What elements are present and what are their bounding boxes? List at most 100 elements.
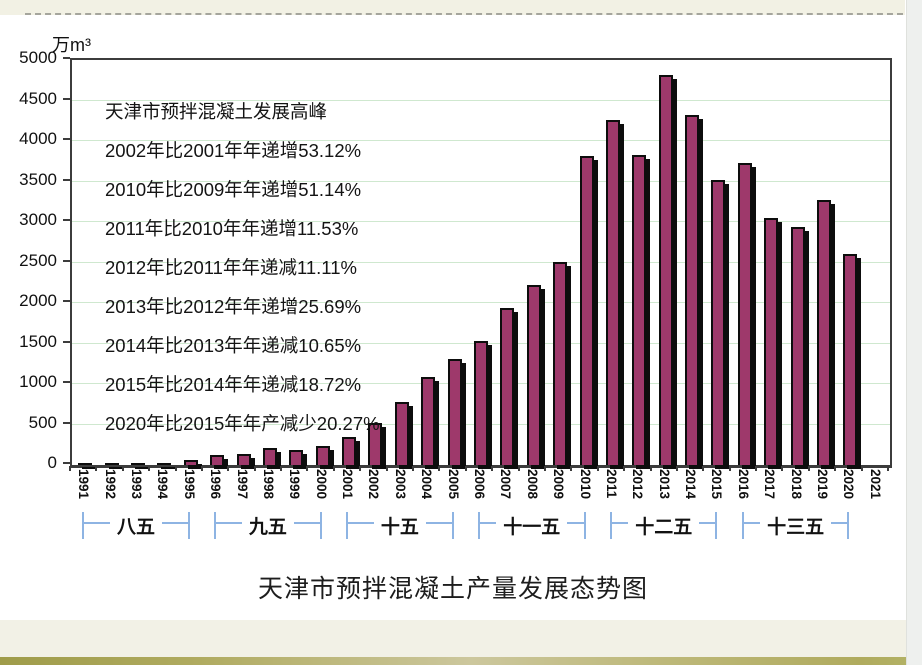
bar-1998 [262,448,277,465]
bracket-tick-right [451,512,454,539]
x-tickmark [174,466,177,471]
x-tickmark [464,466,467,471]
y-tickmark-1500 [63,340,70,343]
x-tickmark [438,466,441,471]
x-tickmark [860,466,863,471]
x-tickmark [623,466,626,471]
x-tickmark [675,466,678,471]
y-tickmark-500 [63,421,70,424]
bar-2014 [685,115,700,465]
y-ticklabel-3500: 3500 [19,169,57,189]
gridline-4000 [72,140,890,141]
period-bracket-十五: 十五 [346,512,454,539]
bar-2000 [315,445,330,465]
bracket-tick-left [214,512,217,539]
period-bracket-九五: 九五 [214,512,322,539]
annotation-line: 2011年比2010年年递增11.53% [105,218,359,239]
x-tickmark [69,466,71,471]
y-tickmark-1000 [63,381,70,383]
x-tickmark [728,466,731,471]
x-tickmark [517,466,520,471]
x-ticklabel-2000: 2000 [313,469,329,500]
x-tickmark [253,466,256,471]
x-tickmark [280,466,283,471]
bracket-line [611,522,629,524]
x-ticklabel-1995: 1995 [181,469,197,500]
bar-1994 [157,462,172,465]
x-ticklabel-2013: 2013 [656,469,672,500]
bracket-line [348,522,374,524]
bracket-line [216,522,242,524]
bracket-line [567,522,584,524]
x-ticklabel-2007: 2007 [498,469,514,500]
annotation-line: 2013年比2012年年递增25.69% [105,296,362,317]
bar-2006 [474,341,488,465]
x-tickmark [200,466,203,471]
bar-1992 [104,463,119,465]
x-tickmark [543,466,546,471]
x-ticklabel-2021: 2021 [867,469,883,500]
dotted-divider [25,13,903,15]
x-ticklabel-2015: 2015 [709,469,725,500]
slide-right-edge [906,0,922,665]
x-tickmark [306,466,309,471]
bar-2008 [526,285,541,465]
x-tickmark [412,466,415,471]
y-tickmark-2500 [63,259,70,262]
period-label: 十二五 [635,517,693,538]
bar-2004 [421,376,436,465]
period-bracket-十一五: 十一五 [478,512,586,539]
bar-1999 [289,450,304,465]
bracket-line [425,522,452,524]
period-label: 十五 [380,517,419,538]
bar-1995 [183,460,198,465]
y-ticklabel-2500: 2500 [19,250,57,270]
slide-bottom-band [0,620,906,657]
bracket-tick-right [715,512,718,539]
x-ticklabel-2008: 2008 [524,469,540,500]
bracket-line [831,522,848,524]
x-ticklabel-2002: 2002 [366,469,382,500]
x-ticklabel-1991: 1991 [76,469,92,500]
bar-1993 [130,463,145,465]
x-ticklabel-2005: 2005 [445,469,461,500]
bar-2002 [368,422,383,465]
x-tickmark [227,466,230,471]
x-ticklabel-2006: 2006 [472,469,487,500]
x-ticklabel-2019: 2019 [815,469,831,500]
gridline-3500 [72,180,890,182]
gridline-2000 [72,302,890,303]
x-tickmark [649,466,652,471]
x-ticklabel-1992: 1992 [102,469,118,500]
x-ticklabel-1996: 1996 [208,469,224,500]
y-ticklabel-3000: 3000 [19,210,57,229]
x-tickmark [755,466,758,471]
period-bracket-十三五: 十三五 [741,512,850,539]
period-label: 八五 [116,517,155,538]
bar-2019 [817,200,832,465]
annotation-block: 天津市预拌混凝土发展高峰 2002年比2001年年递增53.12% 2010年比20… [105,92,380,443]
y-ticklabel-500: 500 [28,412,57,432]
x-tickmark [834,466,837,471]
bar-2010 [579,155,594,465]
annotation-line: 2010年比2009年年递增51.14% [105,179,362,200]
x-ticklabel-2017: 2017 [762,469,778,500]
annotation-line: 2014年比2013年年递减10.65% [105,335,362,356]
chart-title: 天津市预拌混凝土产量发展态势图 [257,576,648,603]
annotation-line: 2015年比2014年年递减18.72% [105,374,362,395]
x-ticklabel-2004: 2004 [419,469,435,500]
x-tickmark [121,466,124,471]
bar-2013 [658,75,673,465]
bar-2017 [764,217,779,465]
x-ticklabel-2018: 2018 [788,469,804,500]
bar-2009 [553,261,568,465]
x-tickmark [385,466,388,471]
y-tickmark-5000 [63,57,70,59]
bar-2007 [500,307,515,465]
bar-2012 [632,154,647,465]
bar-2016 [737,162,752,465]
gridline-3000 [72,221,890,222]
bar-2015 [711,179,726,465]
y-ticklabel-4500: 4500 [19,88,57,108]
bar-2005 [447,358,462,465]
